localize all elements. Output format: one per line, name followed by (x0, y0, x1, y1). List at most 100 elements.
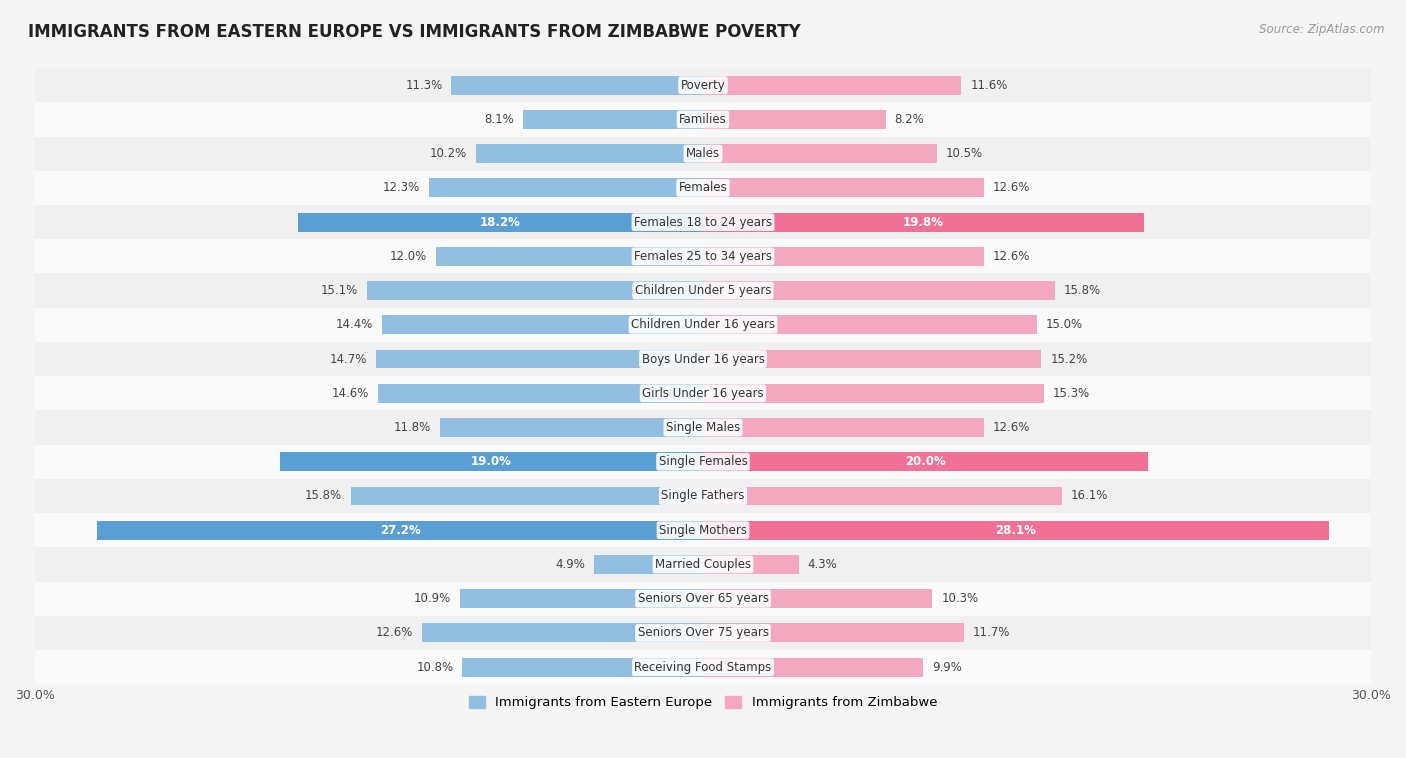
Text: 10.8%: 10.8% (416, 661, 454, 674)
Bar (703, 521, 1329, 540)
Bar (97, 521, 703, 540)
Text: Females 18 to 24 years: Females 18 to 24 years (634, 215, 772, 229)
Text: 14.6%: 14.6% (332, 387, 368, 399)
Text: 12.6%: 12.6% (993, 250, 1029, 263)
Text: 15.2%: 15.2% (1050, 352, 1088, 365)
Text: 20.0%: 20.0% (905, 456, 946, 468)
Bar (35, 445, 1371, 479)
Text: 10.5%: 10.5% (946, 147, 983, 160)
Bar (703, 589, 932, 608)
Bar (375, 349, 703, 368)
Bar (35, 102, 1371, 136)
Bar (35, 342, 1371, 376)
Bar (367, 281, 703, 300)
Text: 11.7%: 11.7% (973, 626, 1010, 640)
Bar (703, 555, 799, 574)
Bar (35, 68, 1371, 102)
Text: 15.8%: 15.8% (1064, 284, 1101, 297)
Bar (703, 315, 1038, 334)
Text: Poverty: Poverty (681, 79, 725, 92)
Text: Girls Under 16 years: Girls Under 16 years (643, 387, 763, 399)
Bar (703, 144, 936, 163)
Text: 12.3%: 12.3% (382, 181, 420, 194)
Text: Source: ZipAtlas.com: Source: ZipAtlas.com (1260, 23, 1385, 36)
Text: 16.1%: 16.1% (1070, 490, 1108, 503)
Bar (429, 178, 703, 197)
Text: 8.1%: 8.1% (484, 113, 513, 126)
Bar (35, 171, 1371, 205)
Bar (35, 240, 1371, 274)
Text: Males: Males (686, 147, 720, 160)
Text: Children Under 16 years: Children Under 16 years (631, 318, 775, 331)
Bar (352, 487, 703, 506)
Bar (475, 144, 703, 163)
Bar (703, 487, 1062, 506)
Text: Seniors Over 75 years: Seniors Over 75 years (637, 626, 769, 640)
Bar (35, 615, 1371, 650)
Bar (523, 110, 703, 129)
Text: 15.3%: 15.3% (1053, 387, 1090, 399)
Bar (703, 247, 984, 266)
Bar (35, 547, 1371, 581)
Text: 9.9%: 9.9% (932, 661, 962, 674)
Text: Receiving Food Stamps: Receiving Food Stamps (634, 661, 772, 674)
Text: 10.9%: 10.9% (415, 592, 451, 605)
Text: 19.8%: 19.8% (903, 215, 943, 229)
Text: Boys Under 16 years: Boys Under 16 years (641, 352, 765, 365)
Text: 14.7%: 14.7% (329, 352, 367, 365)
Text: 12.6%: 12.6% (993, 421, 1029, 434)
Bar (703, 76, 962, 95)
Text: 12.6%: 12.6% (377, 626, 413, 640)
Text: 11.8%: 11.8% (394, 421, 432, 434)
Bar (35, 136, 1371, 171)
Bar (35, 376, 1371, 410)
Bar (35, 205, 1371, 240)
Text: Seniors Over 65 years: Seniors Over 65 years (637, 592, 769, 605)
Text: 4.9%: 4.9% (555, 558, 585, 571)
Bar (463, 658, 703, 677)
Bar (703, 213, 1144, 231)
Bar (440, 418, 703, 437)
Text: Single Mothers: Single Mothers (659, 524, 747, 537)
Bar (35, 581, 1371, 615)
Text: 15.8%: 15.8% (305, 490, 342, 503)
Bar (703, 453, 1149, 471)
Text: 10.3%: 10.3% (941, 592, 979, 605)
Bar (35, 513, 1371, 547)
Text: 15.0%: 15.0% (1046, 318, 1083, 331)
Bar (451, 76, 703, 95)
Text: Married Couples: Married Couples (655, 558, 751, 571)
Text: 11.6%: 11.6% (970, 79, 1008, 92)
Bar (703, 281, 1054, 300)
Text: 14.4%: 14.4% (336, 318, 374, 331)
Bar (703, 624, 963, 642)
Text: 8.2%: 8.2% (894, 113, 924, 126)
Bar (422, 624, 703, 642)
Text: 15.1%: 15.1% (321, 284, 359, 297)
Bar (593, 555, 703, 574)
Text: 19.0%: 19.0% (471, 456, 512, 468)
Text: 11.3%: 11.3% (405, 79, 443, 92)
Text: IMMIGRANTS FROM EASTERN EUROPE VS IMMIGRANTS FROM ZIMBABWE POVERTY: IMMIGRANTS FROM EASTERN EUROPE VS IMMIGR… (28, 23, 801, 41)
Bar (703, 658, 924, 677)
Bar (382, 315, 703, 334)
Bar (703, 418, 984, 437)
Text: Families: Families (679, 113, 727, 126)
Bar (703, 178, 984, 197)
Bar (298, 213, 703, 231)
Bar (378, 384, 703, 402)
Text: Children Under 5 years: Children Under 5 years (634, 284, 772, 297)
Legend: Immigrants from Eastern Europe, Immigrants from Zimbabwe: Immigrants from Eastern Europe, Immigran… (464, 691, 942, 715)
Bar (703, 349, 1042, 368)
Bar (280, 453, 703, 471)
Bar (35, 479, 1371, 513)
Bar (35, 410, 1371, 445)
Bar (35, 274, 1371, 308)
Bar (35, 308, 1371, 342)
Text: 28.1%: 28.1% (995, 524, 1036, 537)
Text: Single Fathers: Single Fathers (661, 490, 745, 503)
Text: Single Females: Single Females (658, 456, 748, 468)
Text: 12.0%: 12.0% (389, 250, 427, 263)
Text: 4.3%: 4.3% (807, 558, 838, 571)
Bar (703, 110, 886, 129)
